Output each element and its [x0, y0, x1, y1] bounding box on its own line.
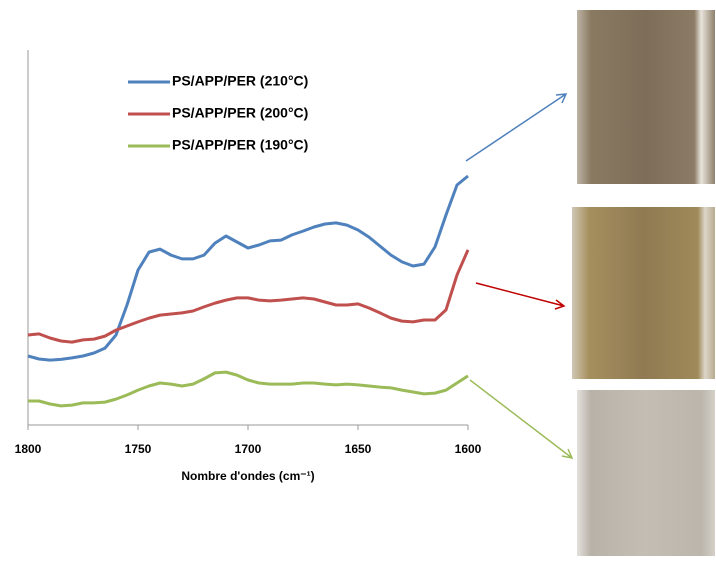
x-tick-label: 1650 [345, 442, 372, 456]
sample-photo [572, 207, 715, 379]
series-line [27, 174, 469, 362]
x-tick-label: 1750 [125, 442, 152, 456]
x-axis-title: Nombre d'ondes (cm⁻¹) [181, 469, 314, 483]
legend-label: PS/APP/PER (210°C) [172, 73, 308, 89]
x-tick-label: 1800 [15, 442, 42, 456]
legend-label: PS/APP/PER (190°C) [172, 137, 308, 153]
sample-photo [577, 10, 715, 184]
legend-label: PS/APP/PER (200°C) [172, 105, 308, 121]
arrow [465, 93, 568, 162]
x-tick-label: 1700 [235, 442, 262, 456]
x-tick-label: 1600 [455, 442, 482, 456]
series-line [27, 249, 470, 344]
sample-photo [577, 390, 715, 556]
arrow [475, 282, 566, 310]
series-line [28, 370, 469, 408]
arrow [469, 379, 574, 460]
arrows [465, 93, 574, 460]
